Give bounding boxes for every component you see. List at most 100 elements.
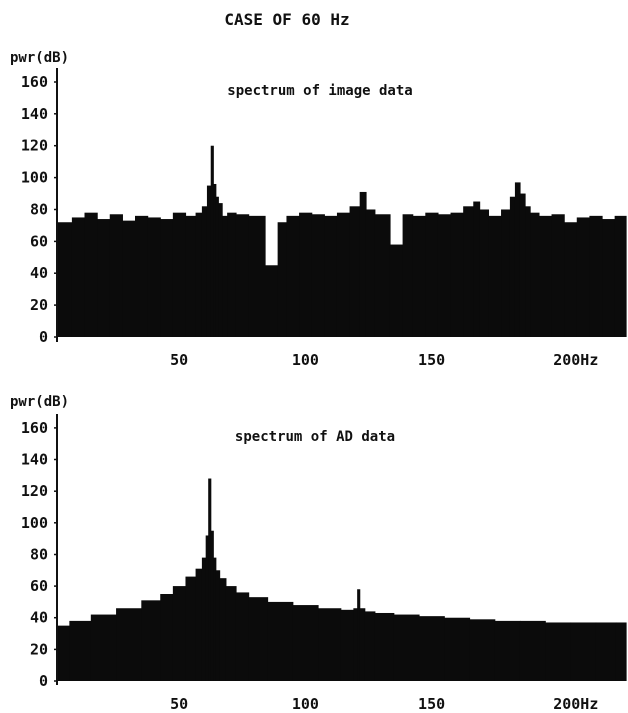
chart-0-y-tick-label: 0 xyxy=(39,328,48,346)
chart-0-bar xyxy=(412,215,426,337)
chart-1-bars xyxy=(58,478,627,681)
chart-0-x-tick-label: 150 xyxy=(418,351,445,369)
chart-0-y-ticks: 0 20 40 60 80 100 120 140 160 xyxy=(21,73,58,346)
chart-0-bar xyxy=(425,212,439,337)
chart-0-bar xyxy=(614,215,627,337)
chart-0-bar xyxy=(576,217,590,337)
chart-1-bar xyxy=(185,576,197,681)
chart-0-bar xyxy=(311,214,325,337)
chart-1-bar xyxy=(374,612,395,681)
chart-1-bar xyxy=(340,609,354,681)
chart-1-bar xyxy=(393,614,420,681)
chart-0-bar xyxy=(248,215,266,337)
chart-0-bar xyxy=(514,182,521,337)
chart-1-y-tick-label: 0 xyxy=(39,672,48,690)
chart-1-bar xyxy=(357,589,361,681)
chart-0-y-tick-label: 120 xyxy=(21,137,48,155)
chart-1-y-tick-label: 120 xyxy=(21,482,48,500)
chart-1-bar xyxy=(235,592,250,681)
chart-1-bar xyxy=(160,594,174,681)
chart-0-bar xyxy=(519,193,526,337)
chart-0-bar xyxy=(122,220,136,337)
chart-0-bar xyxy=(374,214,391,337)
chart-1-bar xyxy=(141,600,161,681)
chart-1-x-tick-label: 200Hz xyxy=(553,695,598,713)
chart-1-bar xyxy=(90,614,117,681)
chart-1-bar xyxy=(353,608,358,681)
chart-1-bar xyxy=(519,620,546,681)
chart-0-ylabel: pwr(dB) xyxy=(10,50,69,66)
chart-1-bar xyxy=(213,557,217,681)
chart-1-bar xyxy=(225,586,237,681)
chart-0-x-tick-label: 100 xyxy=(292,351,319,369)
chart-0-bar xyxy=(97,219,111,337)
chart-0-bar xyxy=(564,222,578,337)
chart-0-bar xyxy=(551,214,565,337)
chart-1-y-tick-label: 80 xyxy=(30,546,48,564)
chart-1-bar xyxy=(201,557,207,681)
chart-1-bar xyxy=(58,625,70,681)
chart-0-bar xyxy=(172,212,187,337)
chart-1-bar xyxy=(208,478,212,681)
chart-0-bar xyxy=(222,215,228,337)
chart-0-bar xyxy=(235,214,250,337)
chart-0-y-tick-label: 100 xyxy=(21,169,48,187)
chart-1-bar xyxy=(359,608,366,681)
chart-0-x-ticks: 50 100 150 200Hz xyxy=(170,351,598,369)
chart-1-bar xyxy=(444,617,471,681)
chart-0-bar xyxy=(602,219,616,337)
chart-1-bar xyxy=(419,616,445,681)
chart-0-bar xyxy=(538,215,553,337)
chart-0-bar xyxy=(71,217,86,337)
chart-0-bar xyxy=(277,222,288,337)
chart-0-y-tick-label: 160 xyxy=(21,73,48,91)
chart-1-bar xyxy=(219,578,227,681)
chart-0-x-tick-label: 200Hz xyxy=(553,351,598,369)
chart-0-bar xyxy=(365,209,376,337)
chart-0-y-tick-label: 80 xyxy=(30,201,48,219)
chart-0-bar xyxy=(589,215,603,337)
chart-0-bar xyxy=(336,212,351,337)
chart-0-bar xyxy=(215,196,219,337)
chart-0-x-tick-label: 50 xyxy=(170,351,188,369)
chart-0-bar xyxy=(463,206,474,337)
chart-ad-spectrum: pwr(dB) spectrum of AD data 0 20 40 60 80 100… xyxy=(10,394,627,713)
chart-0-y-tick-label: 20 xyxy=(30,296,48,314)
chart-1-bar xyxy=(195,568,203,681)
chart-1-bar xyxy=(292,605,319,681)
chart-0-bar xyxy=(218,203,223,337)
chart-1-x-ticks: 50 100 150 200Hz xyxy=(170,695,598,713)
figure-title: CASE OF 60 Hz xyxy=(224,10,350,29)
chart-0-bar xyxy=(265,265,279,337)
chart-0-bar xyxy=(530,212,540,337)
chart-0-title: spectrum of image data xyxy=(227,83,412,99)
chart-1-y-ticks: 0 20 40 60 80 100 120 140 160 xyxy=(21,419,58,690)
chart-1-bar xyxy=(248,597,269,681)
chart-image-spectrum: pwr(dB) spectrum of image data 0 20 40 60 80… xyxy=(10,50,627,369)
chart-0-bar xyxy=(58,222,73,337)
chart-0-bar xyxy=(210,145,214,337)
chart-1-x-tick-label: 50 xyxy=(170,695,188,713)
chart-1-bar xyxy=(595,622,617,681)
chart-0-bars xyxy=(58,145,627,337)
chart-1-y-tick-label: 140 xyxy=(21,451,48,469)
chart-1-bar xyxy=(210,530,214,681)
chart-1-bar xyxy=(267,601,294,681)
chart-0-bar xyxy=(109,214,123,337)
chart-1-bar xyxy=(364,611,376,681)
chart-0-bar xyxy=(195,212,203,337)
chart-1-bar xyxy=(318,608,342,681)
chart-0-bar xyxy=(286,215,300,337)
chart-1-bar xyxy=(545,622,572,681)
chart-0-bar xyxy=(437,214,452,337)
chart-1-bar xyxy=(615,622,627,681)
chart-0-bar xyxy=(147,217,161,337)
chart-0-bar xyxy=(227,212,237,337)
chart-0-y-tick-label: 40 xyxy=(30,264,48,282)
chart-0-bar xyxy=(479,209,490,337)
chart-1-bar xyxy=(205,535,209,681)
chart-1-y-tick-label: 160 xyxy=(21,419,48,437)
chart-1-x-tick-label: 100 xyxy=(292,695,319,713)
chart-1-y-tick-label: 60 xyxy=(30,577,48,595)
